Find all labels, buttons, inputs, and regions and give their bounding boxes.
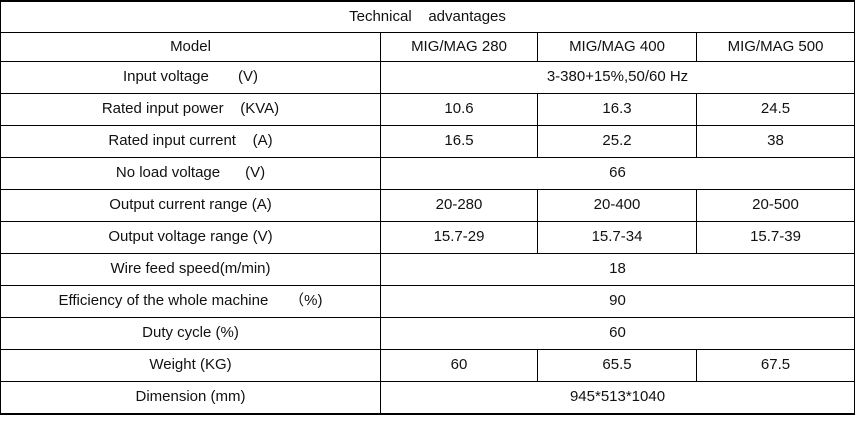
table-title: Technical advantages	[0, 0, 856, 33]
merged-value-wire-feed-speed: 18	[379, 253, 856, 286]
technical-advantages-table: Technical advantages Model MIG/MAG 280 M…	[0, 0, 856, 415]
column-header-mig-mag-400: MIG/MAG 400	[537, 32, 697, 62]
value-weight-500: 67.5	[695, 349, 856, 382]
row-label-wire-feed-speed: Wire feed speed(m/min)	[0, 253, 381, 286]
value-output-current-range-400: 20-400	[537, 189, 697, 222]
column-header-mig-mag-500: MIG/MAG 500	[695, 32, 856, 62]
value-weight-400: 65.5	[537, 349, 697, 382]
row-label-rated-input-current: Rated input current (A)	[0, 125, 381, 158]
row-rated-input-power: Rated input power (KVA) 10.6 16.3 24.5	[0, 93, 856, 126]
value-rated-input-current-400: 25.2	[537, 125, 697, 158]
merged-value-duty-cycle: 60	[379, 317, 856, 350]
column-header-mig-mag-280: MIG/MAG 280	[380, 32, 538, 62]
row-input-voltage: Input voltage (V) 3-380+15%,50/60 Hz	[0, 61, 856, 94]
value-output-current-range-280: 20-280	[380, 189, 538, 222]
value-output-current-range-500: 20-500	[695, 189, 856, 222]
row-label-output-voltage-range: Output voltage range (V)	[0, 221, 381, 254]
row-label-output-current-range: Output current range (A)	[0, 189, 381, 222]
table-title-row: Technical advantages	[0, 0, 856, 33]
merged-value-no-load-voltage: 66	[379, 157, 856, 190]
merged-value-efficiency: 90	[379, 285, 856, 318]
row-label-rated-input-power: Rated input power (KVA)	[0, 93, 381, 126]
row-no-load-voltage: No load voltage (V) 66	[0, 157, 856, 190]
row-wire-feed-speed: Wire feed speed(m/min) 18	[0, 253, 856, 286]
merged-value-input-voltage: 3-380+15%,50/60 Hz	[379, 61, 856, 94]
model-header-cell: Model	[0, 32, 381, 62]
value-output-voltage-range-400: 15.7-34	[537, 221, 697, 254]
value-output-voltage-range-280: 15.7-29	[380, 221, 538, 254]
value-rated-input-current-500: 38	[695, 125, 856, 158]
row-output-voltage-range: Output voltage range (V) 15.7-29 15.7-34…	[0, 221, 856, 254]
value-rated-input-current-280: 16.5	[380, 125, 538, 158]
merged-value-dimension: 945*513*1040	[379, 381, 856, 415]
value-weight-280: 60	[380, 349, 538, 382]
row-label-dimension: Dimension (mm)	[0, 381, 381, 415]
row-rated-input-current: Rated input current (A) 16.5 25.2 38	[0, 125, 856, 158]
row-label-weight: Weight (KG)	[0, 349, 381, 382]
table-header-row: Model MIG/MAG 280 MIG/MAG 400 MIG/MAG 50…	[0, 32, 856, 62]
row-label-no-load-voltage: No load voltage (V)	[0, 157, 381, 190]
value-rated-input-power-400: 16.3	[537, 93, 697, 126]
row-label-input-voltage: Input voltage (V)	[0, 61, 381, 94]
row-dimension: Dimension (mm) 945*513*1040	[0, 381, 856, 415]
row-duty-cycle: Duty cycle (%) 60	[0, 317, 856, 350]
row-label-efficiency: Efficiency of the whole machine （%)	[0, 285, 381, 318]
row-efficiency: Efficiency of the whole machine （%) 90	[0, 285, 856, 318]
value-output-voltage-range-500: 15.7-39	[695, 221, 856, 254]
value-rated-input-power-500: 24.5	[695, 93, 856, 126]
row-output-current-range: Output current range (A) 20-280 20-400 2…	[0, 189, 856, 222]
value-rated-input-power-280: 10.6	[380, 93, 538, 126]
row-label-duty-cycle: Duty cycle (%)	[0, 317, 381, 350]
row-weight: Weight (KG) 60 65.5 67.5	[0, 349, 856, 382]
